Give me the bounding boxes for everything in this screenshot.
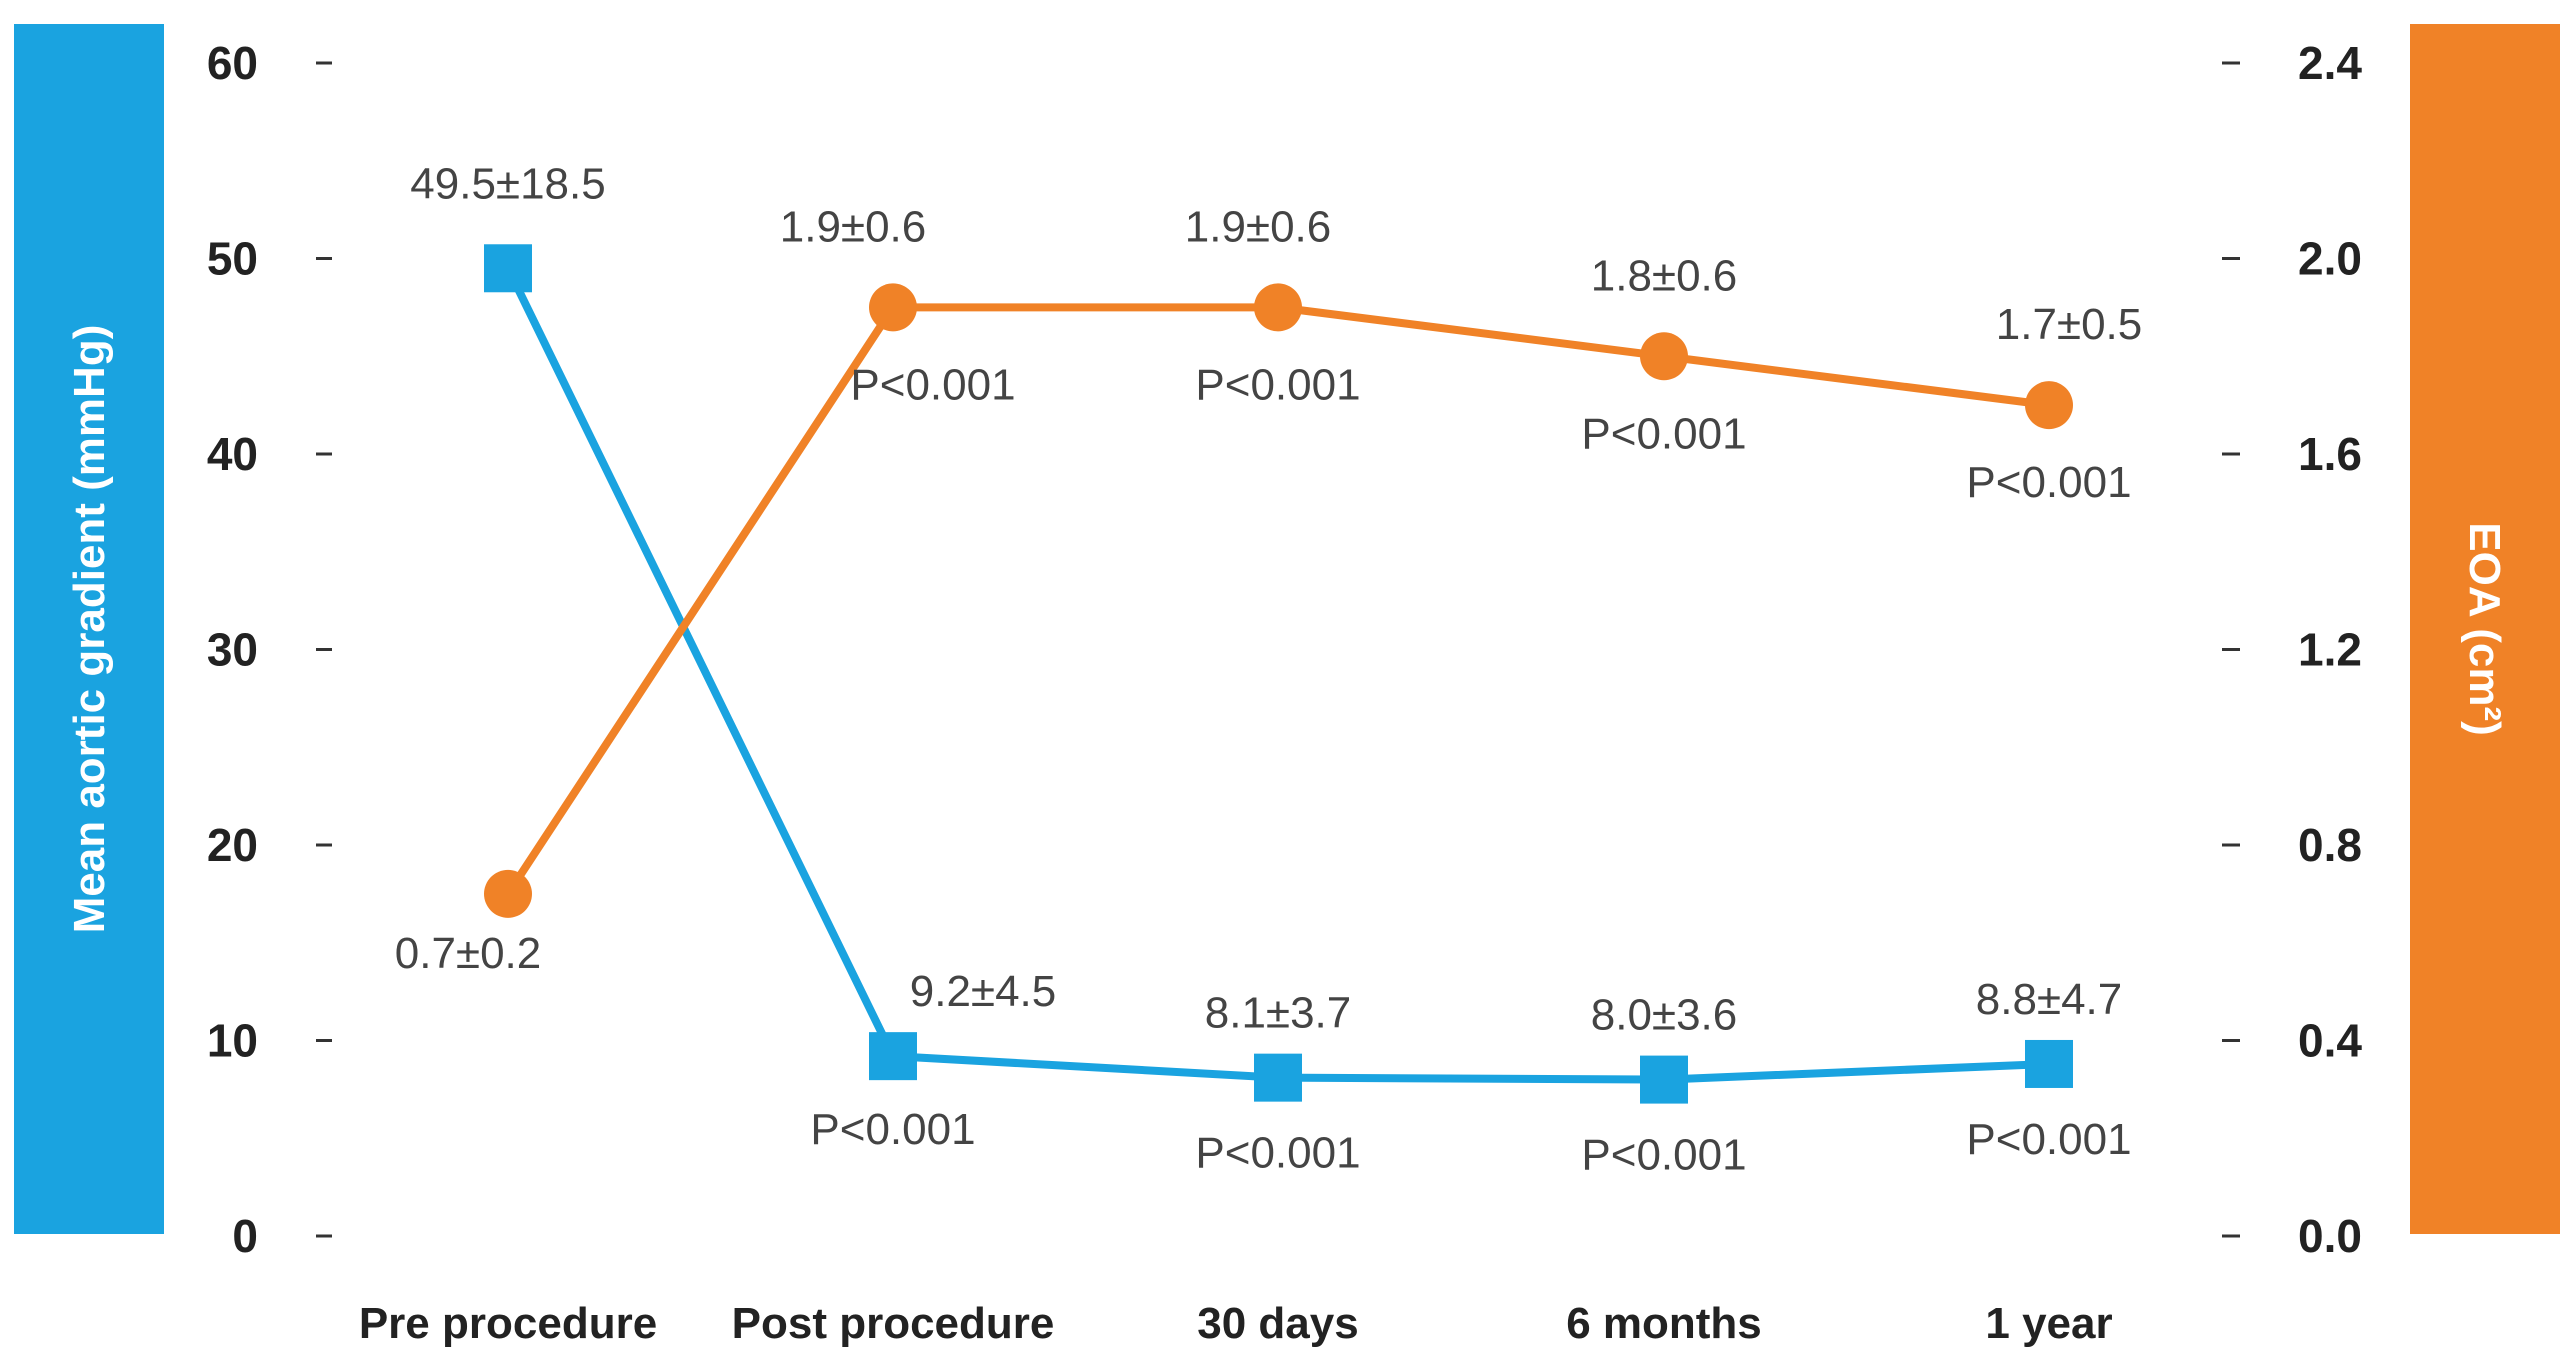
left-tick-label: 0 (232, 1210, 258, 1262)
eoa-pvalue-label: P<0.001 (1966, 458, 2131, 507)
gradient-value-label: 8.0±3.6 (1591, 991, 1737, 1040)
gradient-value-label: 9.2±4.5 (910, 967, 1056, 1016)
gradient-value-label: 8.1±3.7 (1205, 989, 1351, 1038)
right-axis-title: EOA (cm²) (2460, 522, 2509, 736)
right-axis-ticks: 0.0 0.4 0.8 1.2 1.6 2.0 2.4 (2222, 37, 2362, 1262)
eoa-marker (484, 869, 532, 918)
eoa-value-label: 1.8±0.6 (1591, 251, 1737, 300)
gradient-marker (1640, 1055, 1688, 1104)
eoa-marker (1254, 283, 1302, 332)
eoa-marker (1640, 332, 1688, 381)
gradient-value-label: 49.5±18.5 (410, 159, 605, 208)
eoa-marker (2025, 381, 2073, 430)
right-tick-label: 0.0 (2298, 1210, 2362, 1262)
x-category-label: 30 days (1197, 1299, 1358, 1347)
right-tick-label: 0.4 (2298, 1015, 2362, 1067)
gradient-marker (2025, 1039, 2073, 1088)
x-category-label: Post procedure (732, 1299, 1055, 1347)
x-axis-categories: Pre procedure Post procedure 30 days 6 mont… (359, 1299, 2113, 1347)
right-tick-label: 1.6 (2298, 428, 2362, 480)
right-tick-label: 1.2 (2298, 624, 2362, 676)
left-axis-band (14, 24, 164, 1234)
gradient-marker (869, 1032, 917, 1081)
x-category-label: 1 year (1985, 1299, 2112, 1347)
eoa-value-label: 0.7±0.2 (395, 929, 541, 978)
right-tick-label: 0.8 (2298, 819, 2362, 871)
gradient-pvalue-label: P<0.001 (1581, 1131, 1746, 1180)
eoa-pvalue-label: P<0.001 (1581, 409, 1746, 458)
left-axis-title: Mean aortic gradient (mmHg) (65, 325, 114, 934)
gradient-marker (1254, 1053, 1302, 1102)
eoa-pvalue-label: P<0.001 (1195, 360, 1360, 409)
left-axis-ticks: 0 10 20 30 40 50 60 (207, 37, 332, 1262)
left-tick-label: 50 (207, 233, 258, 285)
gradient-value-label: 8.8±4.7 (1976, 975, 2122, 1024)
eoa-pvalue-label: P<0.001 (850, 360, 1015, 409)
right-tick-label: 2.0 (2298, 233, 2362, 285)
gradient-pvalue-label: P<0.001 (1966, 1115, 2131, 1164)
gradient-pvalue-label: P<0.001 (810, 1105, 975, 1154)
right-axis-band (2410, 24, 2560, 1234)
data-labels: 49.5±18.5 9.2±4.5 P<0.001 8.1±3.7 P<0.001 8.0… (395, 159, 2142, 1179)
left-tick-label: 10 (207, 1015, 258, 1067)
x-category-label: Pre procedure (359, 1299, 657, 1347)
gradient-pvalue-label: P<0.001 (1195, 1129, 1360, 1178)
eoa-value-label: 1.9±0.6 (1185, 202, 1331, 251)
right-tick-label: 2.4 (2298, 37, 2362, 89)
left-tick-label: 40 (207, 428, 258, 480)
eoa-value-label: 1.7±0.5 (1996, 300, 2142, 349)
left-tick-label: 30 (207, 624, 258, 676)
left-tick-label: 60 (207, 37, 258, 89)
eoa-value-label: 1.9±0.6 (780, 202, 926, 251)
eoa-marker (869, 283, 917, 332)
x-category-label: 6 months (1566, 1299, 1762, 1347)
series-markers (484, 244, 2073, 1104)
left-tick-label: 20 (207, 819, 258, 871)
gradient-marker (484, 244, 532, 293)
